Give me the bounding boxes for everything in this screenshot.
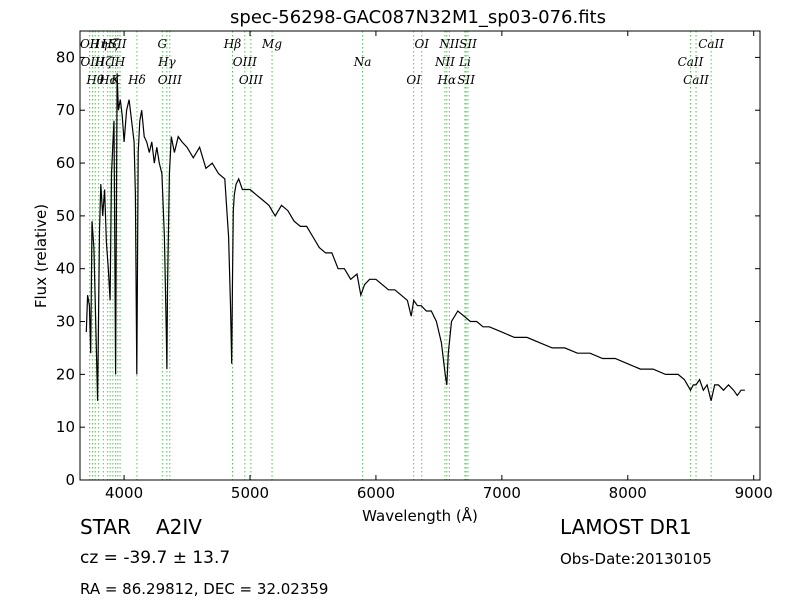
line-label: Hη bbox=[89, 37, 108, 51]
observation-date: Obs-Date:20130105 bbox=[560, 550, 712, 568]
line-label: I bbox=[109, 55, 115, 69]
y-axis-label: Flux (relative) bbox=[32, 204, 50, 308]
line-labels: OIIOIIIHθHηHζHcHζIKSIIHHδGHγOIIIHβOIIIOI… bbox=[80, 37, 724, 87]
line-label: NII bbox=[438, 37, 459, 51]
x-tick-label: 4000 bbox=[105, 484, 143, 502]
y-tick-label: 10 bbox=[56, 418, 75, 436]
coordinates: RA = 86.29812, DEC = 32.02359 bbox=[80, 580, 329, 598]
line-label: Hθ bbox=[85, 73, 104, 87]
line-label: Hδ bbox=[127, 73, 146, 87]
x-axis-label: Wavelength (Å) bbox=[362, 506, 478, 525]
y-tick-label: 70 bbox=[56, 101, 75, 119]
line-label: Li bbox=[458, 55, 471, 69]
y-tick-label: 40 bbox=[56, 260, 75, 278]
x-tick-label: 8000 bbox=[609, 484, 647, 502]
x-axis-ticks: 4000 5000 6000 7000 8000 9000 bbox=[105, 31, 773, 502]
line-label: Hβ bbox=[223, 37, 241, 51]
line-label: NII bbox=[434, 55, 455, 69]
y-axis-ticks: 0 10 20 30 40 50 60 70 80 bbox=[56, 48, 760, 489]
line-label: CaII bbox=[683, 73, 709, 87]
x-tick-label: 6000 bbox=[357, 484, 395, 502]
line-label: H bbox=[114, 55, 126, 69]
y-tick-label: 20 bbox=[56, 365, 75, 383]
line-label: SII bbox=[457, 73, 475, 87]
x-tick-label: 9000 bbox=[735, 484, 773, 502]
y-tick-label: 30 bbox=[56, 313, 75, 331]
line-label: SII bbox=[109, 37, 127, 51]
line-label: OII bbox=[80, 37, 100, 51]
x-tick-label: 5000 bbox=[231, 484, 269, 502]
line-label: CaII bbox=[678, 55, 704, 69]
y-tick-label: 80 bbox=[56, 48, 75, 66]
y-tick-label: 0 bbox=[65, 471, 75, 489]
line-label: SII bbox=[459, 37, 477, 51]
plot-frame bbox=[79, 30, 761, 481]
line-label: OIII bbox=[81, 55, 105, 69]
line-markers bbox=[89, 31, 712, 480]
redshift-cz: cz = -39.7 ± 13.7 bbox=[80, 548, 231, 568]
line-label: CaII bbox=[698, 37, 724, 51]
line-label: Na bbox=[353, 55, 372, 69]
line-label: G bbox=[158, 37, 168, 51]
line-label: K bbox=[110, 73, 121, 87]
chart-title: spec-56298-GAC087N32M1_sp03-076.fits bbox=[230, 7, 606, 28]
line-label: Hζ bbox=[94, 55, 113, 69]
line-label: Hα bbox=[437, 73, 457, 87]
survey-name: LAMOST DR1 bbox=[560, 515, 692, 539]
spectrum-line bbox=[85, 73, 745, 401]
line-label: Hc bbox=[98, 73, 116, 87]
line-label: OIII bbox=[239, 73, 263, 87]
line-label: Hγ bbox=[157, 55, 176, 69]
y-tick-label: 50 bbox=[56, 207, 75, 225]
line-label: Hζ bbox=[101, 37, 120, 51]
line-label: OI bbox=[406, 73, 421, 87]
line-label: OI bbox=[414, 37, 429, 51]
y-tick-label: 60 bbox=[56, 154, 75, 172]
object-subclass: A2IV bbox=[156, 515, 202, 539]
line-label: OIII bbox=[158, 73, 182, 87]
object-class: STAR bbox=[80, 515, 131, 539]
x-tick-label: 7000 bbox=[483, 484, 521, 502]
line-label: Mg bbox=[261, 37, 282, 51]
line-label: OIII bbox=[233, 55, 257, 69]
